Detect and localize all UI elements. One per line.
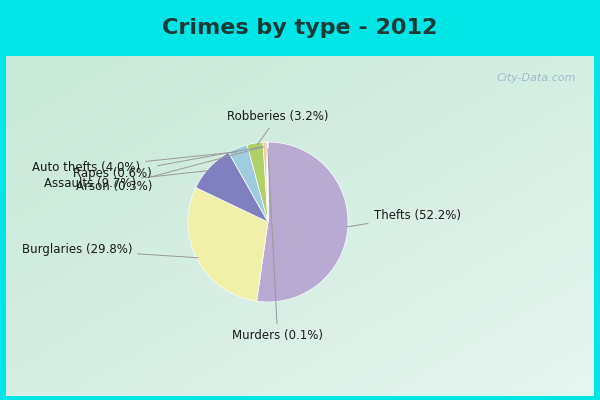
Text: Auto thefts (4.0%): Auto thefts (4.0%) [32, 152, 236, 174]
Text: Crimes by type - 2012: Crimes by type - 2012 [163, 18, 437, 38]
Wedge shape [188, 188, 268, 301]
Text: Arson (0.3%): Arson (0.3%) [76, 147, 264, 193]
Text: Burglaries (29.8%): Burglaries (29.8%) [22, 244, 198, 258]
Text: Rapes (0.6%): Rapes (0.6%) [73, 146, 262, 180]
Wedge shape [257, 142, 348, 302]
Text: Murders (0.1%): Murders (0.1%) [232, 149, 323, 342]
Wedge shape [247, 142, 268, 222]
Wedge shape [229, 145, 268, 222]
Text: Thefts (52.2%): Thefts (52.2%) [347, 209, 461, 227]
Wedge shape [263, 142, 268, 222]
Wedge shape [196, 152, 268, 222]
Text: Robberies (3.2%): Robberies (3.2%) [227, 110, 328, 145]
Text: Assaults (9.7%): Assaults (9.7%) [44, 170, 209, 190]
Wedge shape [266, 142, 268, 222]
Text: City-Data.com: City-Data.com [497, 73, 577, 83]
